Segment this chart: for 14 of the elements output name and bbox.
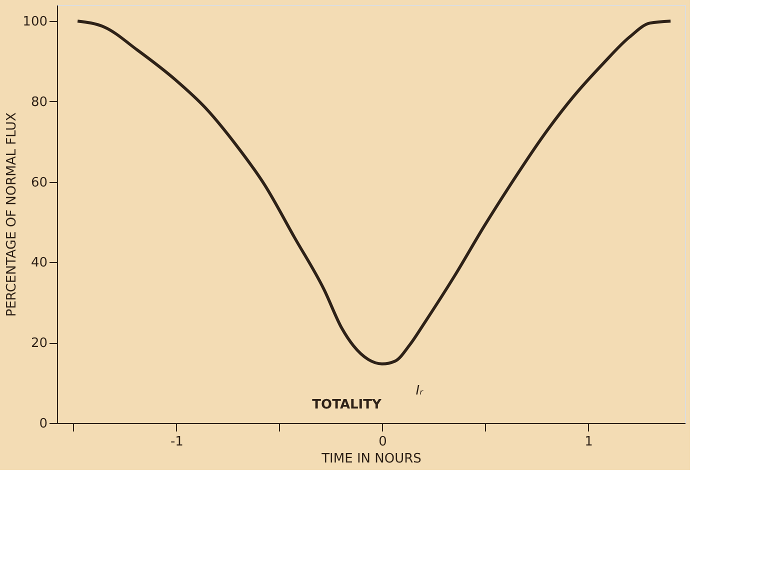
x-tick-label: 1 — [584, 434, 593, 450]
line-series — [76, 20, 672, 366]
y-tick-label: 80 — [30, 94, 48, 110]
x-tick-label: 0 — [378, 434, 387, 450]
x-tick-label: -1 — [170, 434, 184, 450]
y-tick-label: 100 — [22, 14, 48, 30]
y-tick-label: 40 — [30, 256, 48, 271]
y-axis-title: PERCENTAGE OF NORMAL FLUX — [4, 112, 20, 317]
y-tick-label: 0 — [39, 416, 48, 432]
annotation: TOTALITY — [312, 398, 382, 412]
y-tick-label: 20 — [30, 336, 48, 352]
annotation: Iᵣ — [416, 383, 424, 398]
y-tick-label: 60 — [30, 175, 48, 190]
x-axis-title: TIME IN NOURS — [320, 452, 422, 466]
